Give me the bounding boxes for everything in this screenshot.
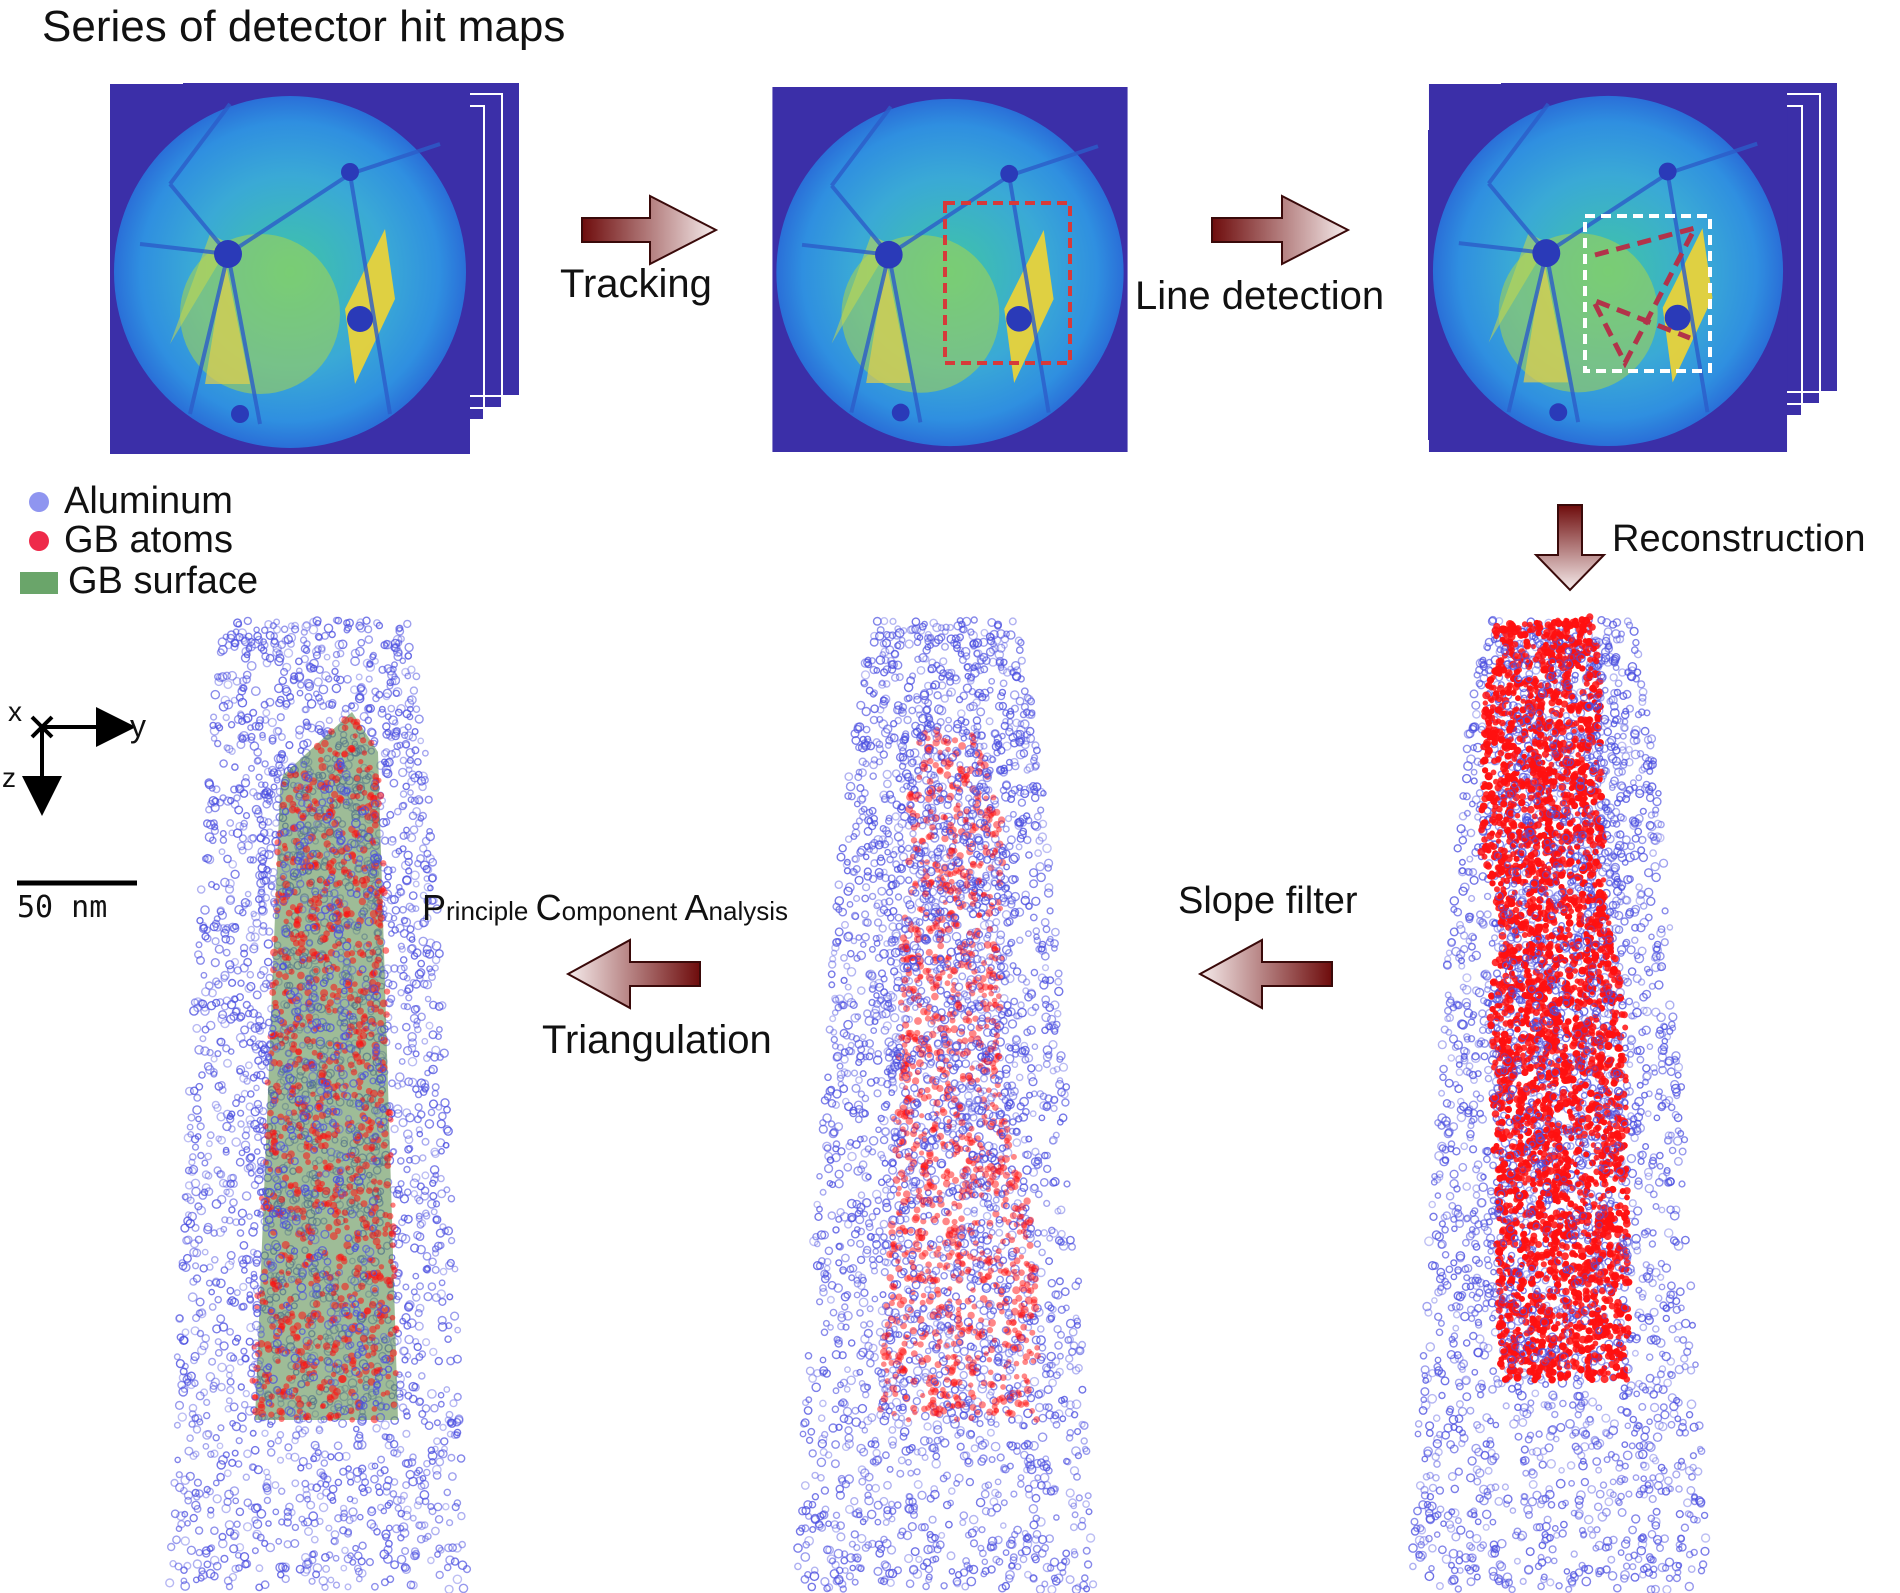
axis-label-x: x xyxy=(8,696,22,727)
label-reconstruction: Reconstruction xyxy=(1612,518,1866,560)
detector-stack-3 xyxy=(1428,81,1839,452)
pca-a-cap: A xyxy=(684,887,709,928)
pca-c-cap: C xyxy=(535,887,562,928)
axis-label-z: z xyxy=(2,762,16,793)
detected-lines xyxy=(1587,224,1700,369)
detector-stack-1 xyxy=(110,81,521,454)
atom-cloud-gb-surface xyxy=(165,616,472,1593)
label-slope-filter: Slope filter xyxy=(1178,880,1358,922)
arrow-reconstruction xyxy=(1533,504,1607,592)
arrow-pca xyxy=(565,938,701,1010)
legend-marker-aluminum xyxy=(29,492,49,512)
legend-label-gb-atoms: GB atoms xyxy=(64,519,233,561)
pca-p-cap: P xyxy=(422,887,447,928)
label-line-detection: Line detection xyxy=(1135,274,1385,318)
label-triangulation: Triangulation xyxy=(542,1018,772,1062)
tracking-roi-box xyxy=(943,201,1072,365)
scale-bar-label: 50 nm xyxy=(17,890,108,925)
figure-title: Series of detector hit maps xyxy=(42,2,566,51)
detector-map-tracked xyxy=(770,87,1130,452)
line-detection-roi-box xyxy=(1583,214,1712,373)
legend-marker-gb-atoms xyxy=(29,531,49,551)
legend-label-aluminum: Aluminum xyxy=(64,480,233,522)
pca-c-rest: omponent xyxy=(561,896,678,926)
atom-cloud-reconstructed xyxy=(1408,613,1711,1593)
legend-label-gb-surface: GB surface xyxy=(68,560,259,602)
axis-label-y: y xyxy=(130,708,146,744)
label-pca: Principle Component Analysis xyxy=(422,890,788,926)
arrow-tracking xyxy=(581,194,719,266)
pca-p-rest: rinciple xyxy=(446,896,529,926)
pca-a-rest: nalysis xyxy=(708,896,789,926)
axes-triad xyxy=(22,707,136,816)
legend-marker-gb-surface xyxy=(20,572,58,594)
arrow-slope-filter xyxy=(1197,938,1333,1010)
label-tracking: Tracking xyxy=(560,262,712,306)
atom-cloud-slope-filtered xyxy=(793,616,1098,1593)
arrow-line-detection xyxy=(1211,194,1351,266)
